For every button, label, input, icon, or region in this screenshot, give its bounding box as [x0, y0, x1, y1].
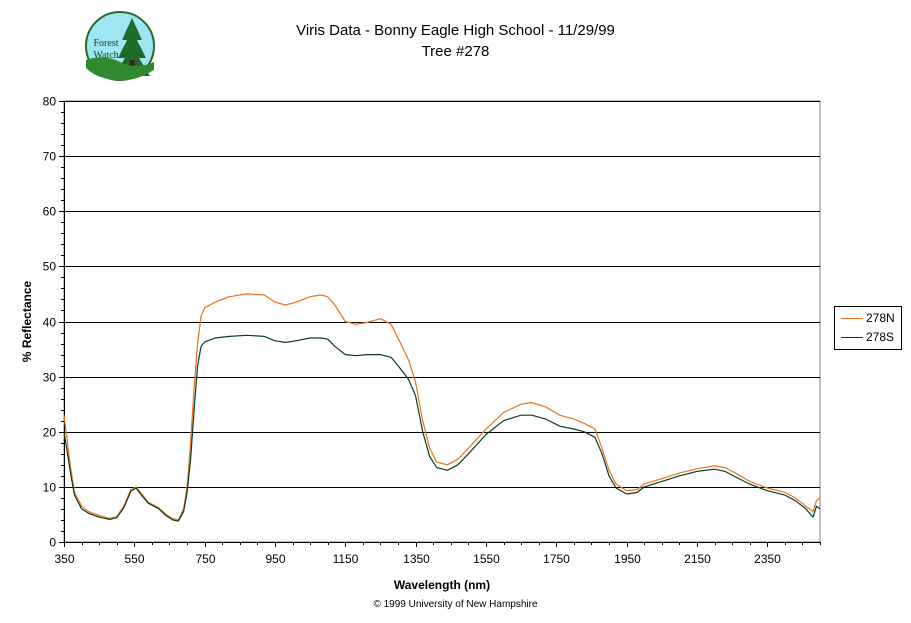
forest-watch-logo: Forest Watch: [85, 11, 155, 81]
plot-area: [63, 100, 821, 543]
x-tick-label-1750: 1750: [543, 552, 570, 566]
series-line-278s: [63, 334, 821, 522]
x-axis-label: Wavelength (nm): [394, 578, 490, 592]
x-tick-label-350: 350: [54, 552, 74, 566]
y-tick-label-50: 50: [43, 260, 57, 274]
legend-label-278n: 278N: [866, 311, 895, 325]
legend-swatch-278s: [841, 336, 863, 338]
x-tick-label-2150: 2150: [684, 552, 711, 566]
legend-item-278n: 278N: [841, 311, 895, 325]
x-tick-label-1950: 1950: [614, 552, 641, 566]
x-tick-label-1550: 1550: [473, 552, 500, 566]
y-axis-label: % Reflectance: [20, 280, 34, 362]
legend-label-278s: 278S: [866, 330, 895, 344]
x-tick-label-750: 750: [195, 552, 215, 566]
logo-text-line1: Forest: [94, 38, 119, 49]
y-tick-label-40: 40: [43, 316, 57, 330]
x-tick-label-950: 950: [265, 552, 285, 566]
chart-title-line1: Viris Data - Bonny Eagle High School - 1…: [296, 22, 615, 39]
y-tick-label-0: 0: [49, 536, 56, 550]
x-tick-label-1150: 1150: [333, 552, 359, 566]
series-line-278n: [63, 293, 821, 521]
logo-text-line2: Watch: [93, 50, 118, 61]
chart-title-line2: Tree #278: [421, 43, 490, 60]
y-tick-label-60: 60: [43, 205, 57, 219]
y-tick-label-30: 30: [43, 371, 57, 385]
y-tick-label-70: 70: [43, 150, 57, 164]
copyright-footer: © 1999 University of New Hampshire: [373, 599, 538, 610]
y-tick-label-20: 20: [43, 426, 57, 440]
legend-item-278s: 278S: [841, 330, 894, 344]
y-tick-label-80: 80: [43, 95, 57, 109]
x-tick-label-550: 550: [124, 552, 144, 566]
x-tick-label-1350: 1350: [403, 552, 430, 566]
chart-legend: 278N 278S: [834, 306, 902, 350]
x-tick-label-2350: 2350: [754, 552, 781, 566]
y-tick-label-10: 10: [43, 481, 57, 495]
legend-swatch-278n: [841, 317, 863, 319]
